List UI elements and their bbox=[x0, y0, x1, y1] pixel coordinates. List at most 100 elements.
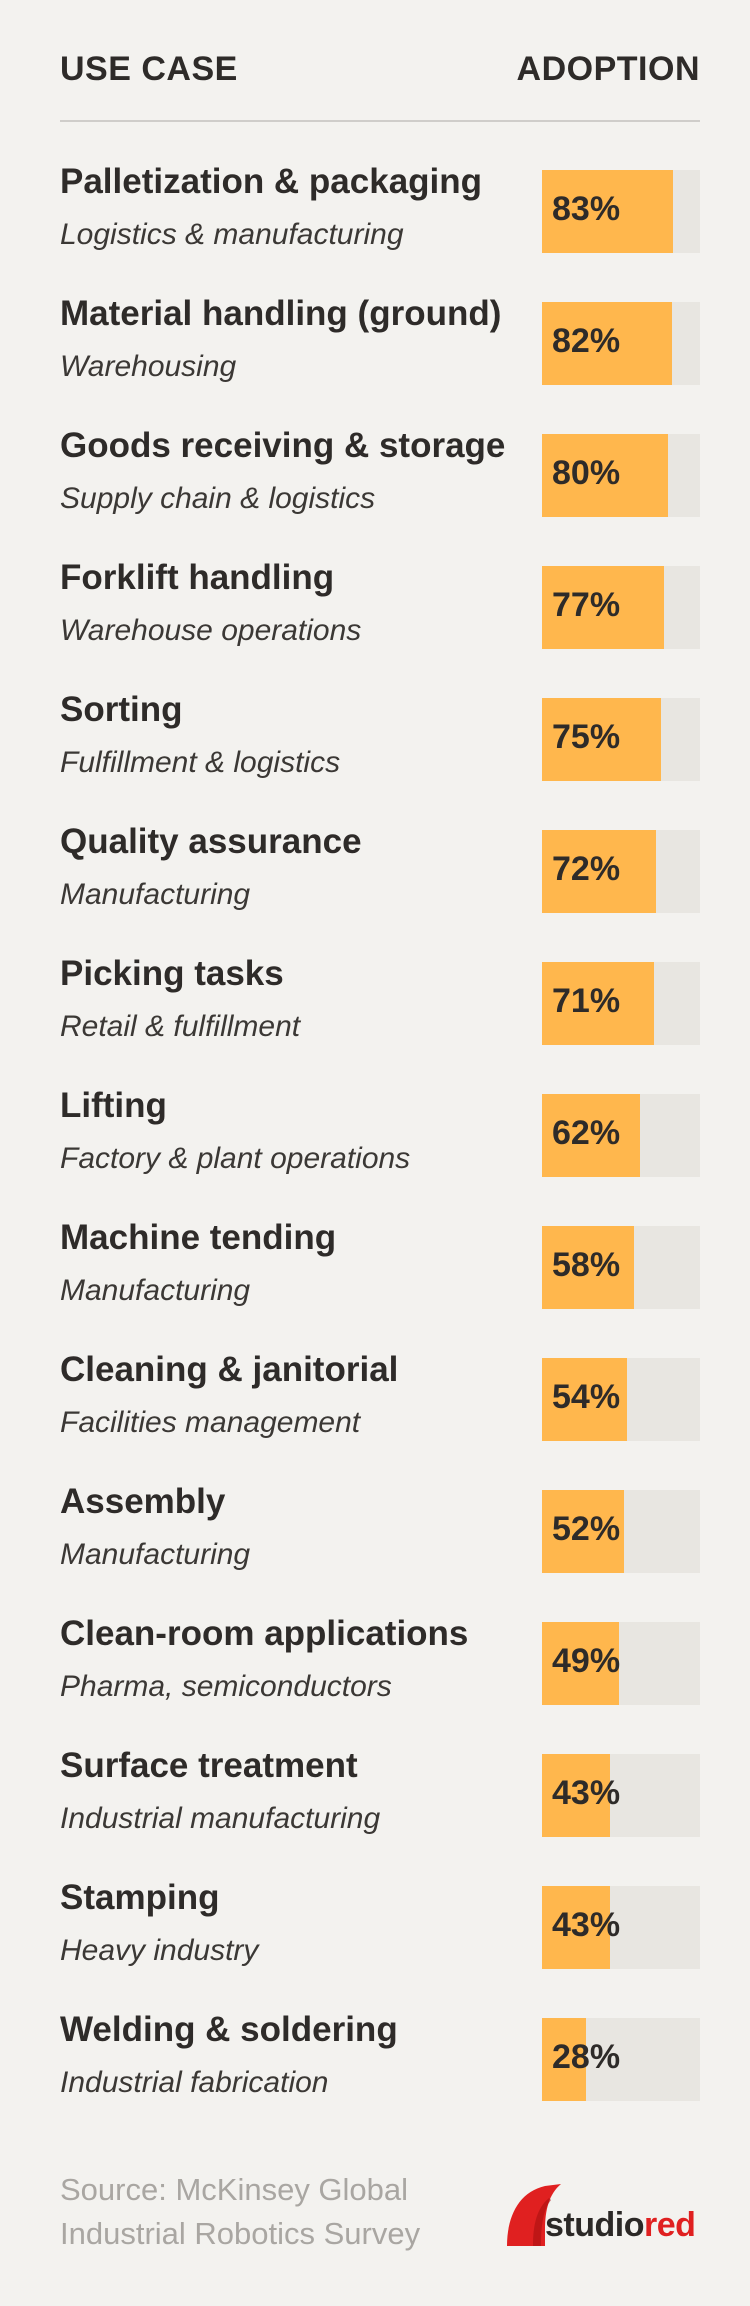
use-case-industry: Supply chain & logistics bbox=[60, 482, 376, 515]
adoption-bar-track: 62% bbox=[542, 1094, 700, 1177]
use-case-industry: Manufacturing bbox=[60, 1538, 251, 1571]
use-case-industry: Manufacturing bbox=[60, 1274, 251, 1307]
use-case-industry: Heavy industry bbox=[60, 1934, 259, 1967]
use-case-label: Machine tending bbox=[60, 1218, 337, 1257]
table-row: Quality assurance Manufacturing 72% bbox=[60, 792, 700, 924]
adoption-value-label: 80% bbox=[552, 454, 621, 492]
table-row: Picking tasks Retail & fulfillment 71% bbox=[60, 924, 700, 1056]
use-case-label: Welding & soldering bbox=[60, 2010, 398, 2049]
use-case-label: Lifting bbox=[60, 1086, 167, 1125]
use-case-industry: Industrial fabrication bbox=[60, 2066, 329, 2099]
table-row: Lifting Factory & plant operations 62% bbox=[60, 1056, 700, 1188]
adoption-value-label: 83% bbox=[552, 190, 621, 228]
adoption-bar-track: 52% bbox=[542, 1490, 700, 1573]
table-row: Assembly Manufacturing 52% bbox=[60, 1452, 700, 1584]
adoption-bar-fill bbox=[542, 1358, 628, 1441]
adoption-bar-fill bbox=[542, 1226, 634, 1309]
adoption-bar-track: 28% bbox=[542, 2018, 700, 2101]
use-case-label: Picking tasks bbox=[60, 954, 284, 993]
adoption-value-label: 28% bbox=[552, 2038, 621, 2076]
use-case-label: Cleaning & janitorial bbox=[60, 1350, 399, 1389]
logo-text-studio: studio bbox=[545, 2206, 644, 2244]
adoption-value-label: 52% bbox=[552, 1510, 621, 1548]
adoption-bar-fill bbox=[542, 1754, 610, 1837]
use-case-label: Surface treatment bbox=[60, 1746, 358, 1785]
adoption-value-label: 54% bbox=[552, 1378, 621, 1416]
adoption-bar-track: 77% bbox=[542, 566, 700, 649]
adoption-bar-track: 72% bbox=[542, 830, 700, 913]
use-case-industry: Manufacturing bbox=[60, 878, 251, 911]
adoption-bar-fill bbox=[542, 434, 669, 517]
adoption-bar-fill bbox=[542, 962, 655, 1045]
use-case-industry: Fulfillment & logistics bbox=[60, 746, 341, 779]
source-note: Source: McKinsey Global Industrial Robot… bbox=[60, 2168, 420, 2256]
use-case-label: Quality assurance bbox=[60, 822, 362, 861]
use-case-label: Assembly bbox=[60, 1482, 226, 1521]
logo-text-red: red bbox=[643, 2206, 696, 2244]
adoption-bar-fill bbox=[542, 830, 656, 913]
table-row: Welding & soldering Industrial fabricatio… bbox=[60, 1980, 700, 2112]
adoption-bar-track: 43% bbox=[542, 1886, 700, 1969]
adoption-bar-track: 54% bbox=[542, 1358, 700, 1441]
adoption-bar-fill bbox=[542, 698, 661, 781]
table-row: Surface treatment Industrial manufacturin… bbox=[60, 1716, 700, 1848]
adoption-value-label: 77% bbox=[552, 586, 621, 624]
table-row: Material handling (ground) Warehousing 82% bbox=[60, 264, 700, 396]
adoption-bar-track: 71% bbox=[542, 962, 700, 1045]
adoption-bar-fill bbox=[542, 566, 664, 649]
table-row: Forklift handling Warehouse operations 77% bbox=[60, 528, 700, 660]
use-case-label: Clean-room applications bbox=[60, 1614, 469, 1653]
adoption-value-label: 71% bbox=[552, 982, 621, 1020]
use-case-label: Sorting bbox=[60, 690, 183, 729]
adoption-bar-fill bbox=[542, 1094, 640, 1177]
adoption-bar-track: 75% bbox=[542, 698, 700, 781]
use-case-label: Palletization & packaging bbox=[60, 162, 483, 201]
adoption-bar-track: 58% bbox=[542, 1226, 700, 1309]
adoption-bar-track: 82% bbox=[542, 302, 700, 385]
logo-mark-icon bbox=[507, 2184, 561, 2246]
table-row: Goods receiving & storage Supply chain & … bbox=[60, 396, 700, 528]
use-case-label: Stamping bbox=[60, 1878, 220, 1917]
use-case-label: Forklift handling bbox=[60, 558, 335, 597]
table-row: Cleaning & janitorial Facilities manageme… bbox=[60, 1320, 700, 1452]
adoption-bar-track: 49% bbox=[542, 1622, 700, 1705]
use-case-industry: Warehousing bbox=[60, 350, 237, 383]
adoption-value-label: 43% bbox=[552, 1906, 621, 1944]
table-row: Clean-room applications Pharma, semicondu… bbox=[60, 1584, 700, 1716]
use-case-industry: Warehouse operations bbox=[60, 614, 362, 647]
adoption-bar-track: 83% bbox=[542, 170, 700, 253]
use-case-label: Goods receiving & storage bbox=[60, 426, 506, 465]
column-header-adoption: ADOPTION bbox=[516, 50, 700, 88]
use-case-industry: Retail & fulfillment bbox=[60, 1010, 301, 1043]
adoption-value-label: 58% bbox=[552, 1246, 621, 1284]
table-row: Palletization & packaging Logistics & man… bbox=[60, 132, 700, 264]
adoption-value-label: 62% bbox=[552, 1114, 621, 1152]
use-case-label: Material handling (ground) bbox=[60, 294, 502, 333]
use-case-industry: Factory & plant operations bbox=[60, 1142, 411, 1175]
adoption-value-label: 72% bbox=[552, 850, 621, 888]
source-line-1: Source: McKinsey Global bbox=[60, 2172, 409, 2207]
adoption-value-label: 75% bbox=[552, 718, 621, 756]
table-row: Sorting Fulfillment & logistics 75% bbox=[60, 660, 700, 792]
adoption-value-label: 82% bbox=[552, 322, 621, 360]
studiored-logo: studiored bbox=[505, 2180, 705, 2250]
adoption-bar-fill bbox=[542, 1622, 620, 1705]
use-case-industry: Industrial manufacturing bbox=[60, 1802, 381, 1835]
adoption-bar-chart: Palletization & packaging Logistics & man… bbox=[60, 132, 700, 2112]
adoption-bar-fill bbox=[542, 1886, 610, 1969]
logo-wordmark: studiored bbox=[545, 2206, 696, 2245]
source-line-2: Industrial Robotics Survey bbox=[60, 2216, 421, 2251]
adoption-bar-fill bbox=[542, 302, 672, 385]
adoption-bar-track: 80% bbox=[542, 434, 700, 517]
adoption-value-label: 49% bbox=[552, 1642, 621, 1680]
use-case-industry: Logistics & manufacturing bbox=[60, 218, 404, 251]
use-case-industry: Facilities management bbox=[60, 1406, 361, 1439]
column-header-use-case: USE CASE bbox=[60, 50, 238, 88]
table-row: Stamping Heavy industry 43% bbox=[60, 1848, 700, 1980]
adoption-bar-fill bbox=[542, 170, 674, 253]
table-row: Machine tending Manufacturing 58% bbox=[60, 1188, 700, 1320]
adoption-bar-fill bbox=[542, 1490, 625, 1573]
table-header: USE CASE ADOPTION bbox=[60, 50, 700, 122]
use-case-industry: Pharma, semiconductors bbox=[60, 1670, 392, 1703]
adoption-bar-fill bbox=[542, 2018, 587, 2101]
